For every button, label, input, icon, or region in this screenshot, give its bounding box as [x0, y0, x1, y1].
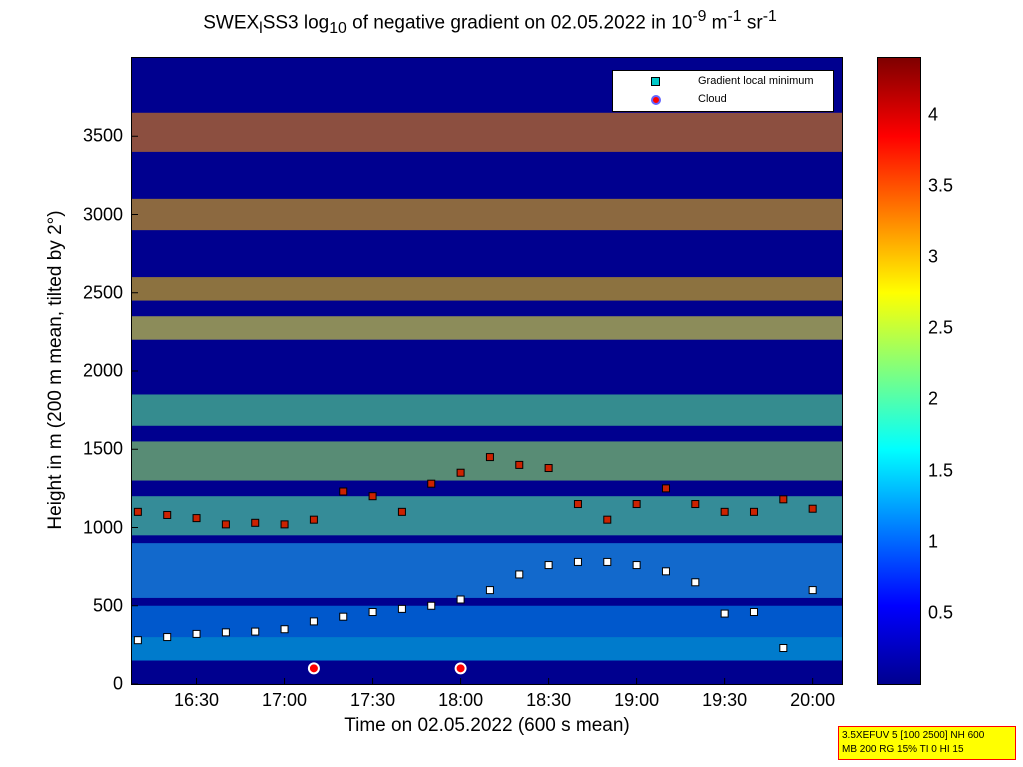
gradient-minimum-marker [779, 644, 788, 653]
y-tick-label: 2500 [82, 282, 123, 303]
gradient-minimum-marker [397, 604, 406, 613]
x-axis-label: Time on 02.05.2022 (600 s mean) [344, 715, 630, 736]
colorbar [877, 57, 921, 685]
heatmap-band [132, 112, 842, 152]
colorbar-tick-label: 3 [928, 246, 939, 267]
heatmap-band [132, 496, 842, 536]
x-tick-label: 19:30 [702, 690, 748, 710]
gradient-minimum-marker [749, 608, 758, 617]
gradient-minimum-marker [133, 507, 142, 516]
gradient-minimum-marker [808, 504, 817, 513]
gradient-minimum-marker [368, 492, 377, 501]
gradient-minimum-marker [456, 595, 465, 604]
x-tick-label: 20:00 [790, 690, 836, 710]
colorbar-tick-label: 1 [928, 531, 939, 552]
gradient-minimum-marker [779, 495, 788, 504]
heatmap-band [132, 637, 842, 661]
gradient-minimum-marker [603, 515, 612, 524]
gradient-minimum-marker [720, 507, 729, 516]
heatmap-band [132, 316, 842, 340]
gradient-minimum-marker [280, 520, 289, 529]
gradient-minimum-marker [163, 633, 172, 642]
gradient-minimum-marker [661, 567, 670, 576]
gradient-minimum-marker [192, 514, 201, 523]
gradient-minimum-marker [749, 507, 758, 516]
circle-marker-icon [651, 95, 661, 105]
colorbar-tick-label: 0.5 [928, 602, 954, 623]
gradient-minimum-marker [221, 520, 230, 529]
gradient-minimum-marker [573, 557, 582, 566]
heatmap-band [132, 394, 842, 426]
gradient-minimum-marker [544, 561, 553, 570]
gradient-minimum-marker [427, 479, 436, 488]
gradient-minimum-marker [192, 629, 201, 638]
gradient-minimum-marker [515, 570, 524, 579]
legend: Gradient local minimum Cloud [612, 70, 834, 112]
heatmap-band [132, 277, 842, 301]
gradient-minimum-marker [661, 484, 670, 493]
x-tick-label: 18:00 [438, 690, 484, 710]
gradient-minimum-marker [309, 617, 318, 626]
colorbar-tick-label: 4 [928, 104, 939, 125]
gradient-minimum-marker [309, 515, 318, 524]
legend-entry-cloud: Cloud [613, 92, 833, 108]
gradient-minimum-marker [456, 468, 465, 477]
gradient-minimum-marker [251, 518, 260, 527]
gradient-minimum-marker [397, 507, 406, 516]
colorbar-tick-label: 1.5 [928, 460, 954, 481]
gradient-minimum-marker [280, 625, 289, 634]
colorbar-tick-label: 3.5 [928, 175, 954, 196]
gradient-minimum-marker [691, 500, 700, 509]
cloud-marker [454, 662, 467, 675]
heatmap-band [132, 198, 842, 231]
legend-entry-gradient-minimum: Gradient local minimum [613, 74, 833, 90]
y-tick-label: 1500 [82, 438, 123, 459]
gradient-minimum-marker [720, 609, 729, 618]
gradient-minimum-marker [544, 464, 553, 473]
x-tick-label: 17:00 [262, 690, 308, 710]
x-tick-label: 18:30 [526, 690, 572, 710]
gradient-minimum-marker [427, 601, 436, 610]
gradient-minimum-marker [632, 500, 641, 509]
y-tick-label: 3000 [82, 204, 123, 224]
gradient-minimum-marker [573, 500, 582, 509]
gradient-minimum-marker [133, 636, 142, 645]
gradient-minimum-marker [485, 453, 494, 462]
colorbar-tick-label: 2 [928, 388, 939, 409]
gradient-minimum-marker [339, 612, 348, 621]
gradient-minimum-marker [163, 510, 172, 519]
y-tick-label: 1000 [82, 517, 123, 537]
gradient-minimum-marker [339, 487, 348, 496]
x-tick-label: 17:30 [350, 690, 396, 710]
y-axis-label: Height in m (200 m mean, tilted by 2°) [45, 210, 66, 530]
y-tick-label: 500 [92, 595, 123, 616]
gradient-minimum-marker [808, 586, 817, 595]
y-tick-label: 0 [112, 673, 123, 694]
gradient-minimum-marker [221, 628, 230, 637]
gradient-minimum-marker [485, 586, 494, 595]
gradient-minimum-marker [515, 460, 524, 469]
y-tick-label: 3500 [82, 125, 123, 146]
gradient-minimum-marker [251, 627, 260, 636]
y-tick-label: 2000 [82, 360, 123, 381]
gradient-minimum-marker [632, 561, 641, 570]
square-marker-icon [651, 77, 660, 86]
gradient-minimum-marker [691, 578, 700, 587]
x-tick-label: 16:30 [174, 690, 220, 710]
colorbar-tick-label: 2.5 [928, 317, 954, 338]
chart-title: SWEXlSS3 log10 of negative gradient on 0… [203, 8, 777, 38]
gradient-minimum-marker [368, 608, 377, 617]
cloud-marker [307, 662, 320, 675]
heatmap-band [132, 605, 842, 638]
parameter-info-box: 3.5XEFUV 5 [100 2500] NH 600 MB 200 RG 1… [838, 726, 1016, 760]
gradient-minimum-marker [603, 557, 612, 566]
x-tick-label: 19:00 [614, 690, 660, 710]
